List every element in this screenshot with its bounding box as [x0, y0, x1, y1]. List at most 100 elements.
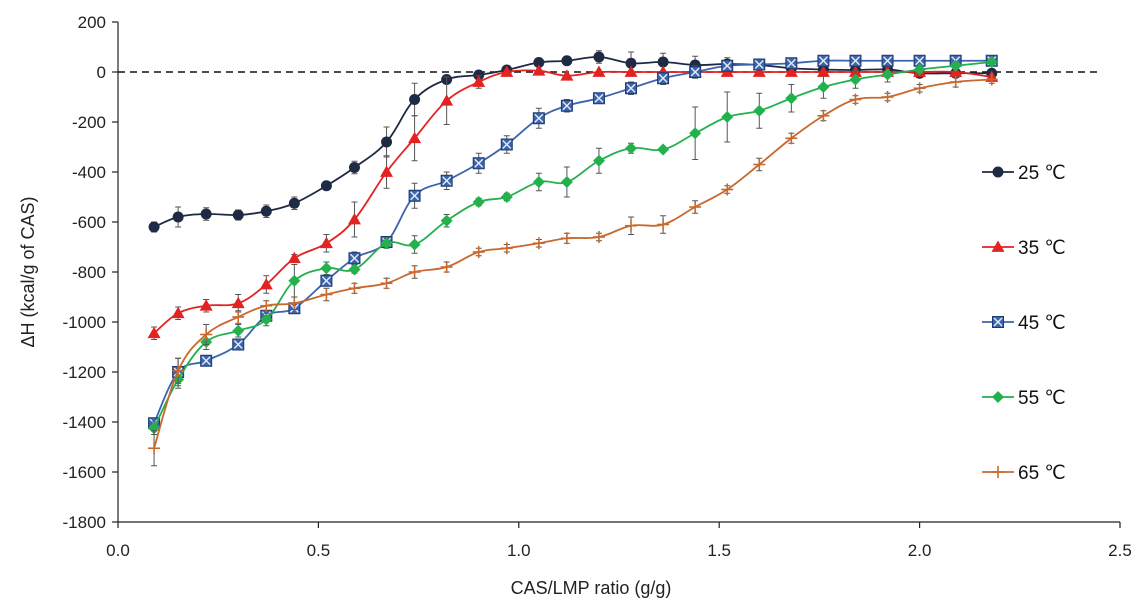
legend-entry-65: 65 ℃ [982, 463, 1066, 484]
data-point [753, 158, 766, 171]
data-point [348, 162, 360, 173]
data-point [259, 278, 273, 290]
x-axis-title: CAS/LMP ratio (g/g) [511, 578, 672, 598]
data-points [147, 64, 999, 339]
x-tick-label: 2.0 [908, 541, 932, 560]
data-point [408, 238, 421, 251]
data-point [500, 138, 513, 151]
data-point [881, 54, 894, 67]
data-point [689, 201, 702, 213]
y-tick-label: -1200 [63, 363, 106, 382]
data-point [231, 296, 245, 309]
legend-label: 65 ℃ [1018, 463, 1066, 484]
series-line [153, 61, 992, 429]
data-point [657, 218, 670, 231]
legend-entry-55: 55 ℃ [982, 388, 1066, 409]
legend-swatch-marker [992, 391, 1004, 403]
y-tick-label: -400 [72, 163, 106, 182]
data-point [985, 56, 998, 68]
legend-label: 55 ℃ [1018, 388, 1066, 409]
data-point [985, 73, 998, 86]
series-25 [148, 50, 998, 233]
data-point [288, 274, 301, 287]
legend-label: 25 ℃ [1018, 163, 1066, 184]
data-point [657, 56, 669, 68]
data-point [785, 92, 798, 105]
data-point [817, 54, 830, 67]
data-point [320, 262, 333, 275]
x-axis-ticks: 0.0 0.5 1.0 1.5 2.0 2.5 [106, 522, 1132, 560]
data-point [200, 354, 213, 367]
data-point [657, 72, 670, 85]
data-point [592, 154, 605, 167]
x-tick-label: 1.5 [707, 541, 731, 560]
data-point [320, 180, 332, 192]
data-points [148, 54, 998, 430]
data-point [625, 142, 638, 155]
data-point [561, 55, 573, 67]
series-55 [148, 56, 998, 435]
data-point [232, 324, 245, 337]
data-point [320, 288, 333, 301]
data-point [560, 99, 573, 112]
data-point [949, 59, 962, 72]
y-tick-label: -600 [72, 213, 106, 232]
data-point [560, 69, 574, 81]
data-point [348, 263, 361, 276]
data-points [148, 56, 998, 435]
y-axis-ticks: 200 0 -200 -400 -600 -800 -1000 -1200 -1400 -1600… [63, 13, 118, 532]
series-group [147, 50, 999, 467]
data-point [232, 311, 245, 323]
data-point [500, 65, 514, 77]
data-point [440, 214, 453, 227]
data-point [440, 261, 453, 273]
error-bars [151, 50, 763, 233]
y-tick-label: -1600 [63, 463, 106, 482]
series-line [153, 56, 992, 228]
data-point [199, 299, 213, 311]
y-axis-title: ΔH (kcal/g of CAS) [18, 196, 38, 347]
axes [117, 22, 1120, 523]
legend-label: 45 ℃ [1018, 313, 1066, 334]
data-point [440, 174, 453, 187]
data-point [849, 93, 862, 106]
series-65 [148, 73, 998, 467]
data-point [348, 282, 361, 295]
y-tick-label: -200 [72, 113, 106, 132]
data-point [408, 189, 421, 202]
data-point [721, 59, 734, 72]
data-point [472, 75, 486, 87]
legend-entry-25: 25 ℃ [982, 163, 1066, 184]
data-point [409, 94, 421, 105]
y-tick-label: 0 [97, 63, 106, 82]
data-point [288, 297, 301, 310]
data-point [380, 165, 394, 177]
x-tick-label: 0.5 [307, 541, 331, 560]
data-point [232, 338, 245, 351]
data-point [287, 251, 301, 264]
data-point [473, 69, 485, 81]
data-point [849, 54, 862, 67]
y-tick-label: -1400 [63, 413, 106, 432]
data-point [172, 364, 185, 377]
data-point [380, 277, 393, 290]
data-point [532, 237, 545, 250]
data-point [408, 131, 422, 144]
series-line [153, 78, 992, 449]
data-point [592, 65, 606, 77]
data-point [849, 73, 862, 86]
series-45 [148, 54, 998, 430]
data-point [560, 232, 573, 245]
data-point [657, 143, 670, 156]
legend-swatch-marker [992, 166, 1004, 178]
data-point [532, 64, 546, 76]
data-point [753, 104, 766, 117]
data-point [260, 313, 273, 326]
y-tick-label: 200 [78, 13, 106, 32]
data-point [148, 442, 161, 455]
data-point [625, 82, 638, 95]
data-point [560, 176, 573, 188]
error-bars [151, 66, 891, 435]
data-point [784, 65, 798, 77]
x-tick-label: 2.5 [1108, 541, 1132, 560]
